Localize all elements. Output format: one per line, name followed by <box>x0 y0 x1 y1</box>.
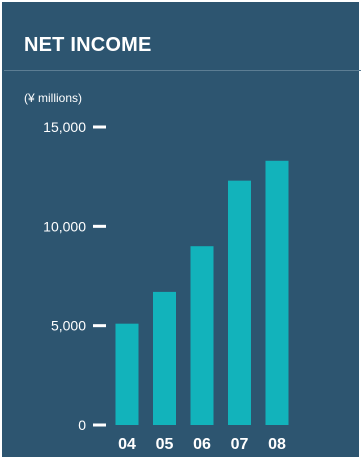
y-tick-label: 0 <box>78 417 86 433</box>
header-divider <box>4 70 361 71</box>
y-tick-label: 5,000 <box>51 318 86 334</box>
y-tick-mark <box>93 125 106 129</box>
y-tick-label: 10,000 <box>43 218 86 234</box>
bar-05 <box>153 291 176 425</box>
x-tick-label-05: 05 <box>156 436 174 453</box>
unit-label: (¥ millions) <box>24 91 83 105</box>
x-tick-label-04: 04 <box>118 436 136 453</box>
y-tick-mark <box>93 324 106 328</box>
x-tick-label-06: 06 <box>193 436 211 453</box>
y-tick-label: 15,000 <box>43 119 86 135</box>
bar-06 <box>190 246 214 425</box>
x-tick-label-08: 08 <box>268 436 286 453</box>
x-tick-label-07: 07 <box>231 436 249 453</box>
bar-04 <box>115 323 139 425</box>
bar-07 <box>228 180 251 425</box>
y-tick-mark <box>93 224 106 228</box>
bar-08 <box>265 160 289 426</box>
chart-title: NET INCOME <box>24 34 152 56</box>
y-tick-mark <box>93 423 106 427</box>
